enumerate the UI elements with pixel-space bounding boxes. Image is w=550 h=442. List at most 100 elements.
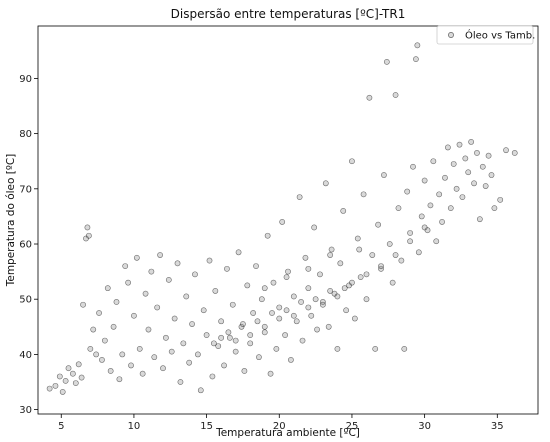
data-point — [46, 385, 53, 392]
chart-title: Dispersão entre temperaturas [ºC]-TR1 — [171, 7, 406, 21]
data-point — [148, 268, 155, 275]
data-point — [293, 318, 300, 325]
data-point — [430, 158, 437, 165]
data-point — [177, 379, 184, 385]
data-point — [93, 351, 100, 358]
legend-marker — [448, 32, 454, 38]
data-point — [290, 293, 297, 300]
data-point — [369, 252, 376, 258]
data-point — [503, 147, 509, 154]
data-point — [319, 301, 326, 308]
data-point — [308, 312, 315, 319]
data-point — [163, 334, 169, 341]
data-point — [317, 271, 323, 278]
data-point — [421, 224, 428, 231]
x-axis-label: Temperatura ambiente [ºC] — [215, 427, 360, 439]
data-point — [253, 263, 259, 269]
data-point — [96, 310, 102, 316]
data-point — [136, 345, 143, 352]
data-point — [261, 329, 268, 336]
data-point — [511, 150, 518, 156]
data-point — [122, 263, 129, 269]
data-point — [78, 374, 85, 381]
data-point — [107, 368, 114, 374]
data-point — [453, 185, 460, 192]
data-point — [62, 377, 69, 384]
data-point — [203, 332, 210, 338]
data-point — [433, 238, 440, 245]
x-tick-label: 10 — [128, 421, 141, 432]
x-tick-label: 30 — [418, 421, 431, 432]
data-point — [276, 315, 283, 322]
data-point — [116, 376, 123, 383]
data-point — [200, 307, 207, 314]
data-point — [357, 274, 364, 281]
data-point — [299, 337, 306, 344]
data-point — [363, 271, 370, 278]
data-point — [142, 290, 149, 297]
data-point — [235, 249, 242, 256]
data-point — [154, 304, 161, 311]
data-point — [206, 257, 213, 264]
data-point — [247, 332, 254, 338]
data-point — [125, 279, 132, 286]
data-point — [218, 334, 225, 341]
y-tick-label: 70 — [19, 184, 32, 195]
data-point — [491, 205, 498, 212]
data-point — [101, 337, 108, 344]
data-point — [110, 323, 117, 330]
data-point — [305, 285, 312, 292]
data-point — [250, 310, 257, 316]
y-tick-label: 40 — [19, 350, 32, 361]
x-tick-label: 35 — [491, 421, 504, 432]
y-tick-label: 80 — [19, 129, 32, 140]
data-point — [267, 370, 274, 377]
x-axis: 5 10 15 20 25 30 35 — [58, 414, 504, 432]
data-point — [439, 219, 445, 225]
data-point — [285, 268, 291, 275]
data-point — [474, 150, 480, 156]
data-point — [314, 326, 320, 333]
data-point — [375, 221, 382, 228]
y-axis: 30 40 50 60 70 80 90 — [19, 74, 38, 416]
data-point — [261, 285, 268, 292]
data-point — [337, 260, 344, 267]
data-point — [241, 368, 248, 374]
data-point — [65, 365, 72, 372]
data-point — [392, 92, 399, 98]
data-point — [436, 191, 443, 198]
y-tick-label: 30 — [19, 405, 32, 416]
data-point — [171, 315, 178, 322]
data-point — [442, 174, 448, 181]
data-point — [226, 334, 233, 341]
legend: Óleo vs Tamb. — [436, 25, 535, 45]
data-point — [305, 304, 312, 311]
x-tick-label: 20 — [273, 421, 286, 432]
data-point — [447, 205, 454, 212]
data-point — [87, 345, 94, 352]
data-point — [341, 285, 348, 292]
data-point — [75, 361, 82, 368]
data-point — [276, 304, 283, 311]
data-point — [119, 351, 126, 358]
data-point — [468, 138, 475, 145]
data-point — [410, 163, 416, 170]
data-point — [192, 271, 198, 278]
data-point — [229, 301, 236, 308]
data-point — [392, 252, 399, 258]
data-point — [151, 354, 158, 361]
data-point — [174, 260, 181, 267]
points-layer — [46, 42, 518, 395]
data-point — [298, 299, 304, 305]
data-point — [72, 380, 79, 386]
data-point — [270, 279, 277, 286]
data-point — [414, 42, 421, 49]
data-point — [224, 265, 230, 272]
legend-label: Óleo vs Tamb. — [465, 29, 535, 42]
data-point — [343, 307, 350, 314]
data-point — [459, 194, 466, 200]
data-point — [363, 296, 370, 303]
data-point — [218, 318, 225, 325]
data-point — [183, 293, 190, 300]
